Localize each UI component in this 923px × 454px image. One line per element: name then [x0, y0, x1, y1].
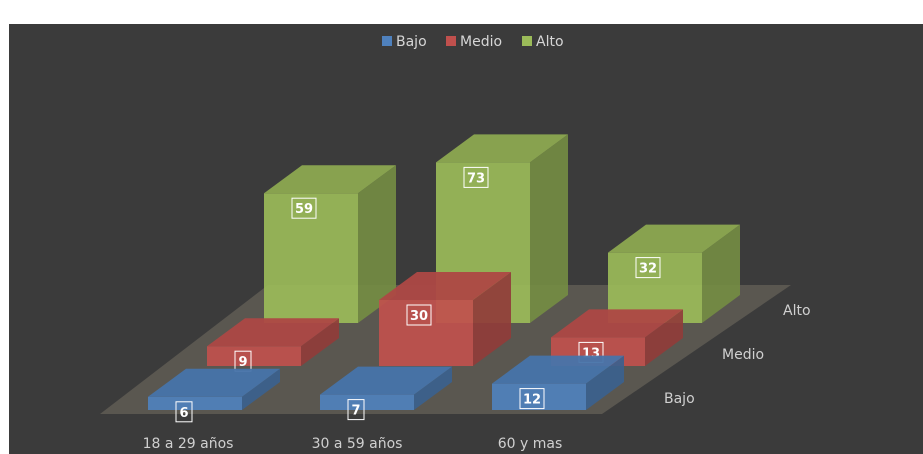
bar-bajo-60-y-mas: 12 [492, 355, 624, 410]
bar-side-face [702, 224, 740, 323]
data-label: 32 [639, 262, 657, 277]
data-label-box [463, 166, 489, 188]
bar-top-face [148, 368, 280, 397]
data-label: 9 [238, 355, 247, 370]
bar-side-face [473, 272, 511, 366]
bar-side-face [414, 366, 452, 410]
bar-top-face [379, 272, 511, 300]
bar-top-face [551, 309, 683, 338]
depth-axis: Bajo Medio Alto [664, 303, 811, 407]
bar-front-face [148, 396, 242, 410]
data-label-box [406, 304, 432, 326]
bar-medio-30-a-59-anos: 30 [379, 272, 511, 366]
bar-top-face [492, 355, 624, 384]
legend-label: Bajo [396, 34, 427, 50]
data-label: 12 [523, 393, 541, 408]
data-label: 7 [351, 404, 360, 419]
bar-side-face [586, 355, 624, 410]
category-label-18-a-29-anos: 18 a 29 años [143, 436, 234, 452]
legend-swatch [382, 36, 392, 46]
data-label-box [347, 399, 365, 421]
bar-side-face [645, 309, 683, 366]
bar-top-face [207, 318, 339, 347]
bar-top-face [436, 134, 568, 163]
depth-label-medio: Medio [722, 347, 764, 363]
bar-top-face [320, 366, 452, 395]
legend-item-bajo: Bajo [382, 34, 427, 50]
bar-bajo-18-a-29-anos: 6 [148, 368, 280, 423]
data-label-box [175, 401, 193, 423]
bar-front-face [320, 394, 414, 410]
legend-item-alto: Alto [522, 34, 564, 50]
bar-front-face [264, 193, 358, 323]
bar-bajo-30-a-59-anos: 7 [320, 366, 452, 421]
legend-label: Medio [460, 34, 502, 50]
bar-side-face [242, 368, 280, 410]
legend-label: Alto [536, 34, 564, 50]
legend-swatch [522, 36, 532, 46]
chart-area: Bajo Medio Alto 59 73 32 9 30 13 6 7 12 18 a 29 añ… [9, 24, 923, 454]
legend-swatch [446, 36, 456, 46]
bar-front-face [492, 383, 586, 410]
legend-item-medio: Medio [446, 34, 502, 50]
data-label: 6 [179, 406, 188, 421]
bar-side-face [301, 318, 339, 366]
category-axis: 18 a 29 años 30 a 59 años 60 y mas [143, 436, 563, 452]
bar-side-face [358, 165, 396, 323]
data-label-box [635, 257, 661, 279]
bar-front-face [207, 346, 301, 366]
data-label: 30 [410, 309, 428, 324]
data-label: 59 [295, 202, 313, 217]
bar-side-face [530, 134, 568, 323]
bar-top-face [608, 224, 740, 253]
bar-front-face [608, 252, 702, 323]
bar-alto-18-a-29-anos: 59 [264, 165, 396, 323]
category-label-30-a-59-anos: 30 a 59 años [312, 436, 403, 452]
bar-alto-60-y-mas: 32 [608, 224, 740, 323]
data-label-box [519, 388, 545, 410]
depth-label-bajo: Bajo [664, 391, 695, 407]
bar-front-face [379, 300, 473, 366]
category-label-60-y-mas: 60 y mas [498, 436, 563, 452]
bar-medio-18-a-29-anos: 9 [207, 318, 339, 372]
legend: Bajo Medio Alto [382, 34, 564, 50]
data-label: 73 [467, 171, 485, 186]
data-label-box [291, 197, 317, 219]
bar-top-face [264, 165, 396, 194]
depth-label-alto: Alto [783, 303, 811, 319]
